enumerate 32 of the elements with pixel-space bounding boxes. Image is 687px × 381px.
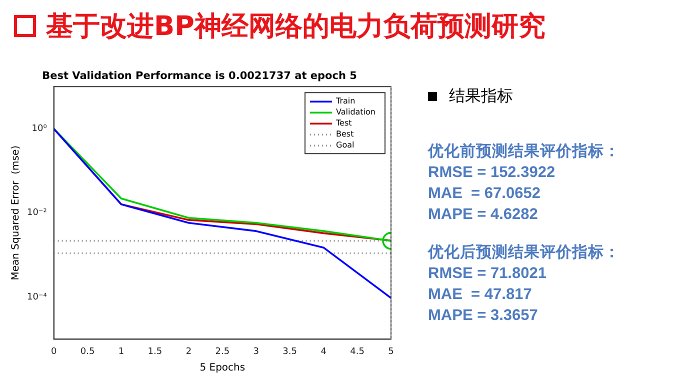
x-tick-label: 1 [118,346,124,357]
text: 优化后预测结果评价指标： [428,242,621,263]
text: MAPE = 4.6282 [428,205,539,225]
x-tick-label: 0 [50,346,57,357]
x-tick-label: 5 [388,346,394,357]
y-axis-title: Mean Squared Error (mse) [10,145,22,280]
x-tick-label: 3 [253,346,259,357]
x-tick-label: 3.5 [282,346,298,357]
legend-label: Test [335,118,352,128]
text: 优化前预测结果评价指标： [428,142,621,162]
y-tick-label: 10⁻⁴ [27,292,48,302]
x-tick-label: 4 [320,346,327,357]
text: MAPE = 3.3657 [428,306,539,326]
y-tick-label: 10⁰ [32,124,48,134]
text: RMSE = 71.8021 [428,264,548,284]
x-tick-label: 2.5 [215,346,230,357]
legend-label: Train [335,96,356,106]
legend-label: Validation [336,108,376,117]
text: RMSE = 152.3922 [428,163,556,183]
x-tick-label: 2 [186,346,192,357]
y-tick-label: 10⁻² [27,208,48,218]
text: MAE = 67.0652 [428,184,542,204]
text: 结果指标 [449,86,513,107]
x-tick-label: 4.5 [350,346,364,357]
x-tick-label: 1.5 [148,346,162,357]
text: MAE = 47.817 [428,285,533,305]
legend-label: Best [336,130,354,139]
x-axis-title: 5 Epochs [200,362,246,374]
x-tick-label: 0.5 [80,346,95,357]
chart-subtitle: Best Validation Performance is 0.0021737 at epoch 5 [42,70,357,82]
legend-label: Goal [336,140,354,150]
chart-title: 基于改进BP神经网络的电力负荷预测研究 [46,10,546,44]
